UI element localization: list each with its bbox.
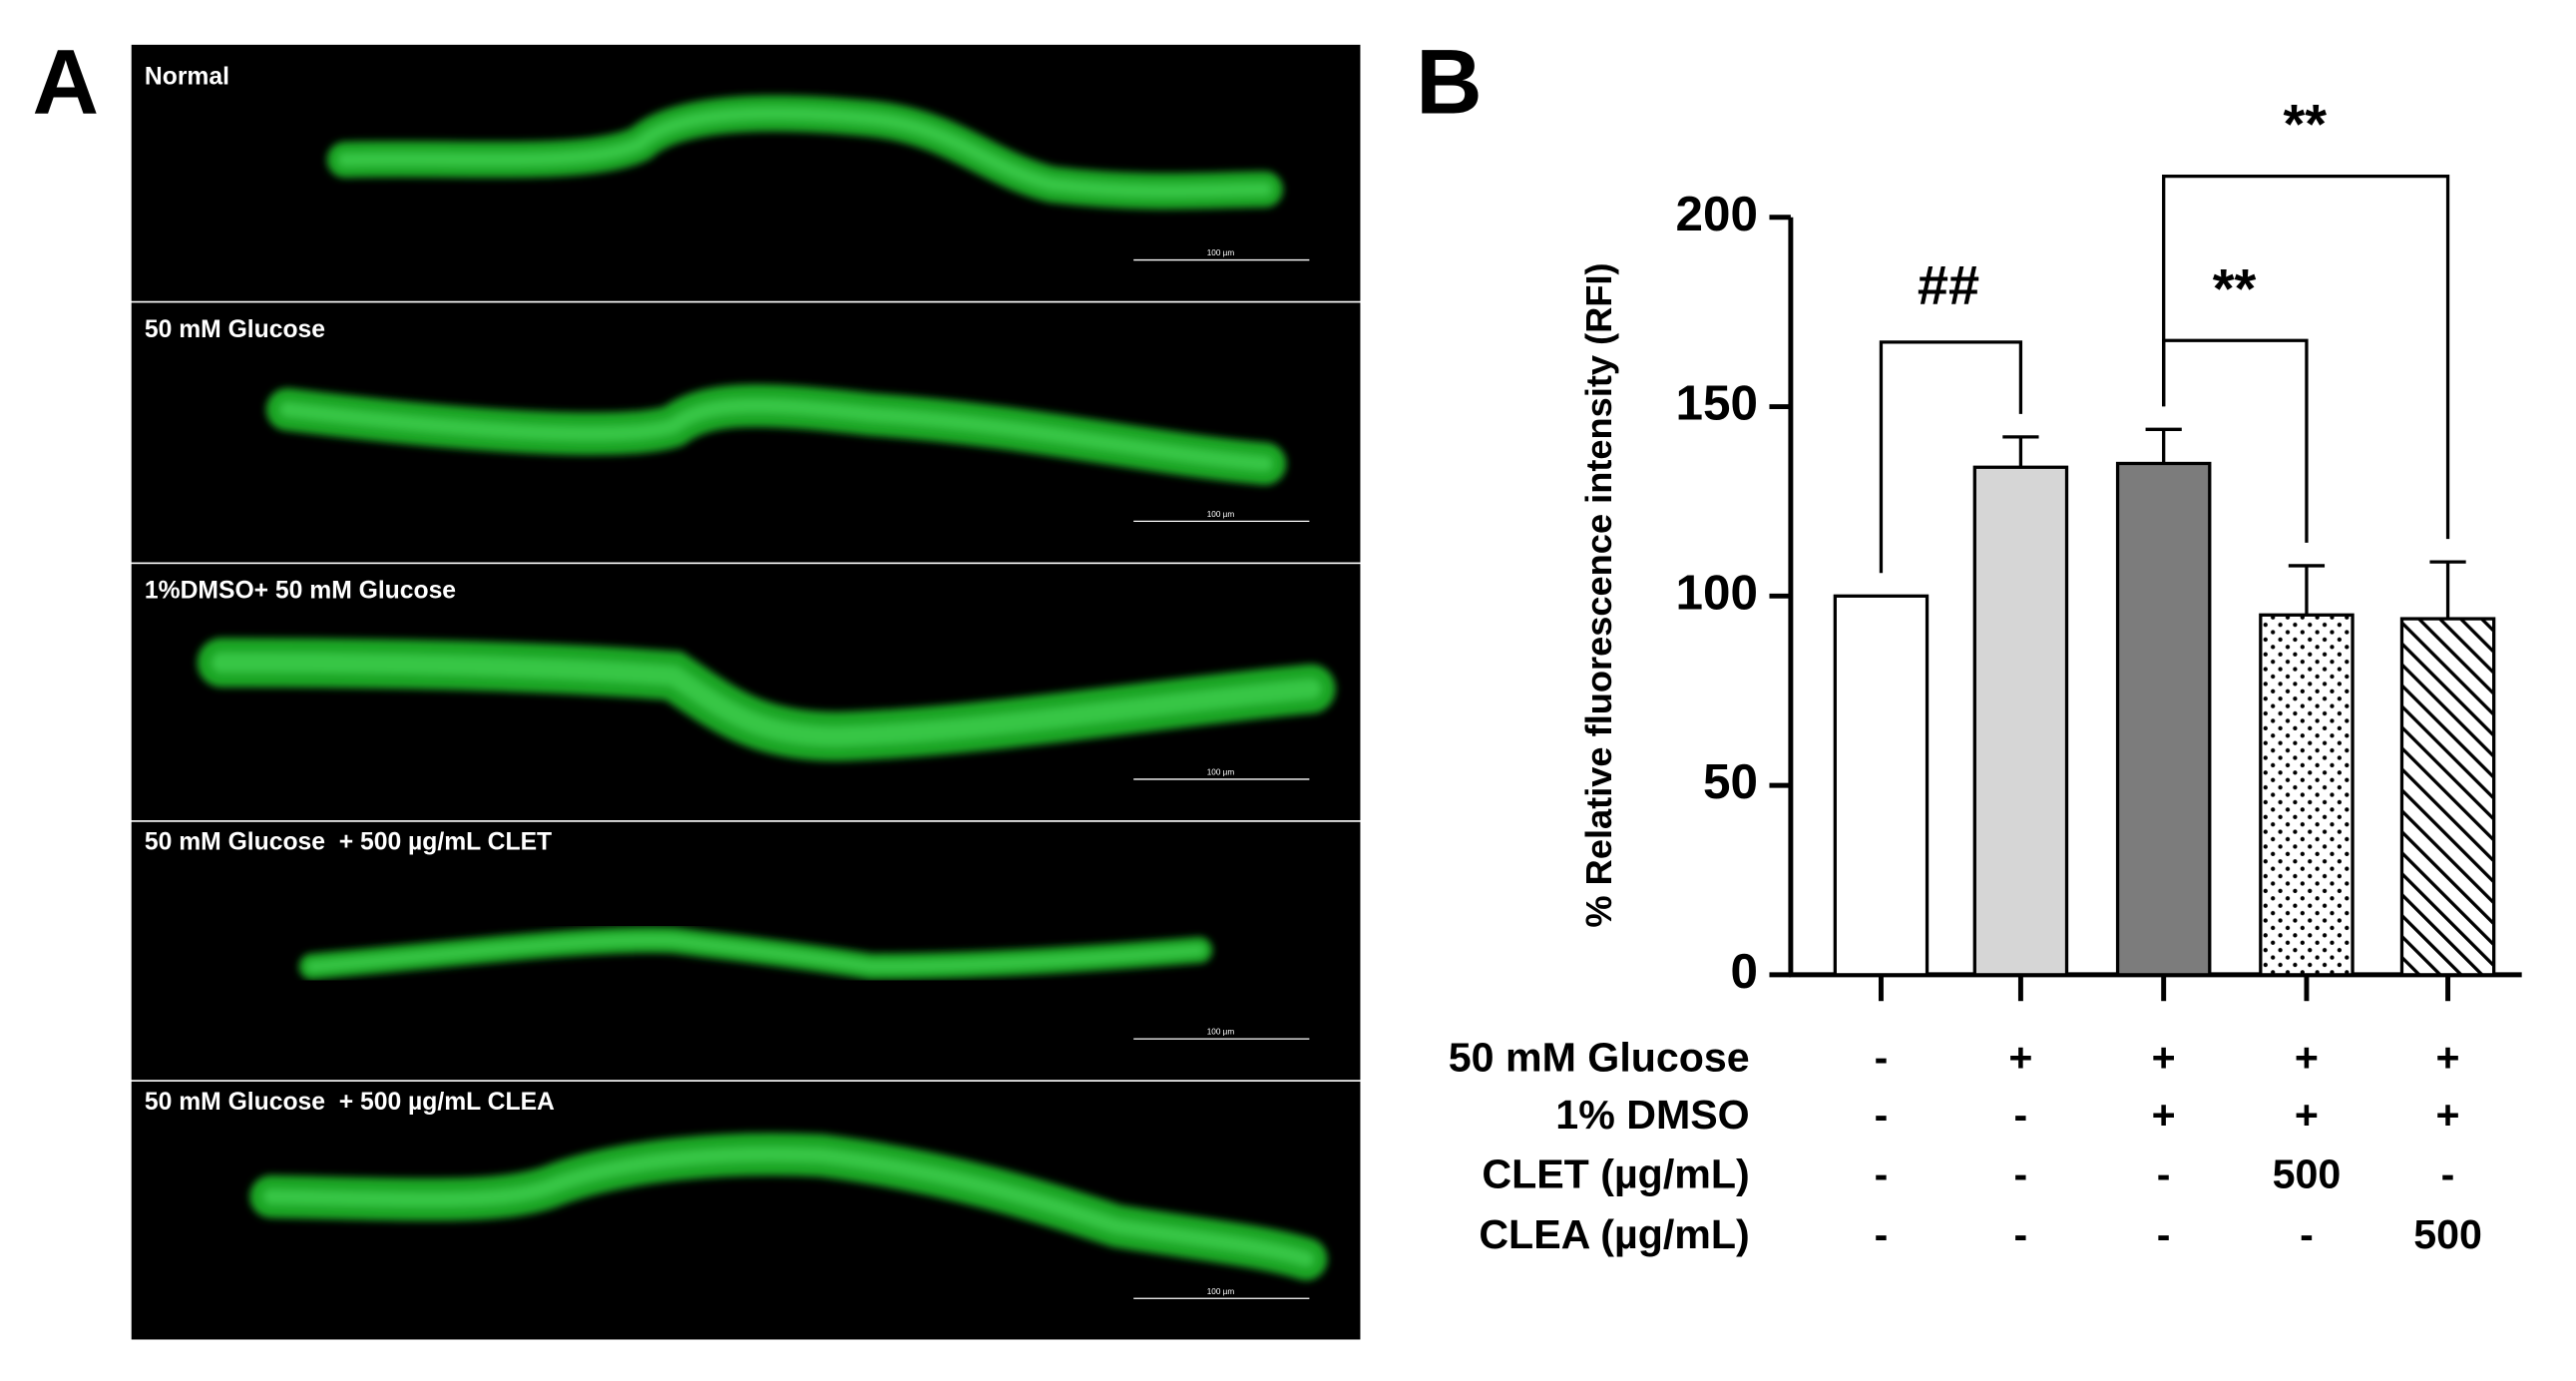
image-caption: 50 mM Glucose + 500 µg/mL CLET	[145, 829, 552, 856]
treatment-level: -	[2014, 1151, 2028, 1196]
y-tick-label: 150	[1676, 376, 1758, 431]
significance-bracket	[2162, 174, 2450, 540]
treatment-level: -	[2014, 1092, 2028, 1138]
treatment-level: +	[2436, 1092, 2460, 1138]
bar	[2399, 617, 2496, 977]
treatment-level: -	[1875, 1092, 1889, 1138]
bar	[2115, 461, 2212, 977]
image-caption: 1%DMSO+ 50 mM Glucose	[145, 578, 456, 605]
treatment-level: +	[2152, 1092, 2176, 1138]
significance-label: ##	[1918, 253, 1979, 316]
scale-bar-label: 100 µm	[1207, 1028, 1235, 1037]
micrograph: Normal 100 µm	[131, 44, 1361, 301]
treatment-level: -	[2441, 1151, 2455, 1196]
scale-bar-label: 100 µm	[1207, 248, 1235, 257]
bar	[1833, 594, 1930, 977]
treatment-level: -	[2157, 1211, 2171, 1257]
significance-label: **	[2284, 93, 2328, 156]
treatment-level: 500	[2413, 1211, 2482, 1257]
scale-bar-label: 100 µm	[1207, 510, 1235, 519]
treatment-level: -	[2014, 1211, 2028, 1257]
treatment-label: CLET (µg/mL)	[1482, 1151, 1749, 1196]
panel-label: B	[1416, 31, 1483, 134]
bar	[1972, 465, 2069, 977]
treatment-level: -	[1875, 1151, 1889, 1196]
significance-label: **	[2213, 256, 2257, 319]
scale-bar-label: 100 µm	[1207, 1287, 1235, 1296]
treatment-level: -	[2157, 1151, 2171, 1196]
panel-label: A	[33, 31, 100, 134]
y-tick-label: 50	[1703, 754, 1758, 809]
micrograph: 1%DMSO+ 50 mM Glucose 100 µm	[131, 564, 1361, 821]
error-bar	[2429, 560, 2466, 620]
treatment-level: +	[2295, 1092, 2319, 1138]
treatment-label: 50 mM Glucose	[1449, 1034, 1750, 1080]
y-tick-label: 200	[1676, 187, 1758, 241]
y-tick-label: 0	[1730, 944, 1757, 999]
treatment-level: +	[2436, 1034, 2460, 1080]
micrograph-panel: Normal 100 µm 50 mM Glucose 100 µm 1%DMS…	[131, 44, 1361, 1340]
treatment-level: -	[1875, 1211, 1889, 1257]
scale-bar-label: 100 µm	[1207, 768, 1235, 777]
treatment-level: +	[2152, 1034, 2176, 1080]
image-caption: 50 mM Glucose + 500 µg/mL CLEA	[145, 1089, 555, 1116]
error-bar	[2288, 564, 2326, 616]
error-bar	[2145, 427, 2182, 464]
treatment-level: -	[1875, 1034, 1889, 1080]
micrograph: 50 mM Glucose + 500 µg/mL CLET 100 µm	[131, 821, 1361, 1081]
significance-bracket	[1879, 340, 2023, 574]
image-caption: 50 mM Glucose	[145, 316, 325, 343]
y-tick-label: 100	[1676, 565, 1758, 620]
image-caption: Normal	[145, 63, 229, 90]
micrograph: 50 mM Glucose + 500 µg/mL CLEA 100 µm	[131, 1081, 1361, 1340]
error-bar	[2002, 435, 2039, 468]
treatment-level: -	[2300, 1211, 2314, 1257]
micrograph: 50 mM Glucose 100 µm	[131, 302, 1361, 563]
treatment-level: +	[2008, 1034, 2032, 1080]
treatment-level: 500	[2273, 1151, 2342, 1196]
bar	[2259, 613, 2355, 977]
treatment-label: 1% DMSO	[1555, 1092, 1749, 1138]
treatment-level: +	[2295, 1034, 2319, 1080]
y-axis-label: % Relative fluorescence intensity (RFI)	[1578, 262, 1619, 927]
treatment-label: CLEA (µg/mL)	[1479, 1211, 1749, 1257]
